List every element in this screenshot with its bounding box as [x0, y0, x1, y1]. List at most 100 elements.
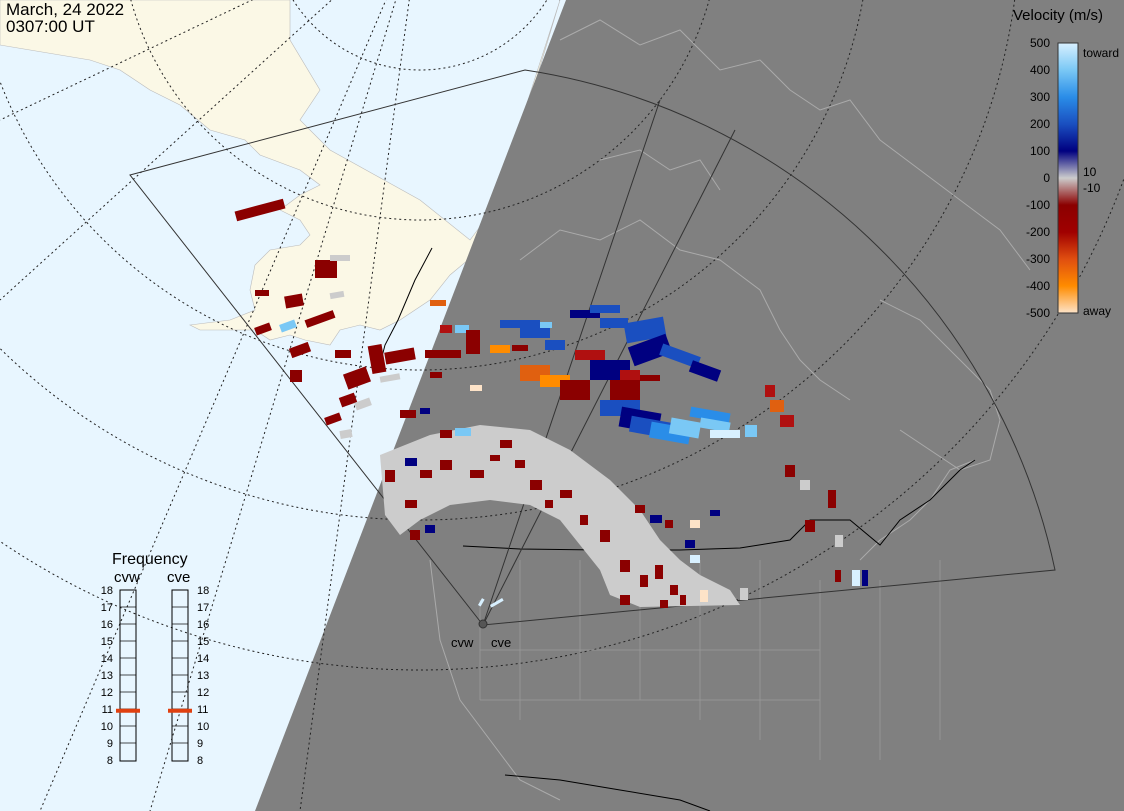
velocity-cell: [640, 375, 660, 381]
colorbar-tick-label: 0: [1043, 171, 1050, 185]
radar-site-label-west: cvw: [451, 635, 474, 650]
frequency-scale-label: 13: [197, 670, 209, 682]
velocity-cell: [700, 590, 708, 602]
velocity-cell: [515, 460, 525, 468]
velocity-cell: [560, 490, 572, 498]
frequency-radar-west: cvw: [114, 569, 140, 586]
velocity-cell: [690, 555, 700, 563]
velocity-cell: [430, 372, 442, 378]
velocity-cell: [580, 515, 588, 525]
colorbar-tick-label: -300: [1026, 252, 1050, 266]
frequency-title: Frequency: [112, 551, 188, 568]
velocity-cell: [470, 470, 484, 478]
velocity-cell: [740, 588, 748, 600]
velocity-cell: [385, 470, 395, 482]
frequency-scale-label: 12: [197, 687, 209, 699]
velocity-cell: [410, 530, 420, 540]
frequency-scale-label: 17: [101, 602, 113, 614]
frequency-scale-label: 16: [101, 619, 113, 631]
velocity-cell: [339, 429, 353, 439]
colorbar-title: Velocity (m/s): [1013, 7, 1103, 24]
velocity-cells: [234, 198, 868, 608]
velocity-cell: [455, 325, 469, 333]
velocity-cell: [710, 430, 740, 438]
velocity-cell: [367, 343, 387, 375]
velocity-cell: [455, 428, 471, 436]
colorbar-tick-label: 200: [1030, 117, 1050, 131]
velocity-cell: [288, 341, 312, 359]
velocity-cell: [862, 570, 868, 586]
velocity-cell: [255, 290, 269, 296]
frequency-scale-label: 13: [101, 670, 113, 682]
colorbar-tick-label: -200: [1026, 225, 1050, 239]
velocity-cell: [623, 316, 667, 344]
velocity-cell: [335, 350, 351, 358]
velocity-cell: [284, 293, 304, 309]
frequency-scale-label: 12: [101, 687, 113, 699]
velocity-cell: [354, 397, 372, 411]
velocity-cell: [670, 585, 678, 595]
velocity-cell: [420, 408, 430, 414]
alaska-landmass: [0, 0, 561, 346]
velocity-cell: [765, 385, 775, 397]
velocity-cell: [234, 198, 286, 222]
velocity-cell: [490, 598, 504, 608]
velocity-cell: [600, 318, 628, 328]
frequency-scale-label: 10: [101, 721, 113, 733]
velocity-cell: [689, 406, 731, 424]
velocity-cell: [690, 520, 700, 528]
velocity-cell: [780, 415, 794, 427]
frequency-panel: Frequency cvw cve 18 17 16 15 14 13 12 11 10 9 8 1…: [101, 551, 210, 767]
velocity-cell: [405, 458, 417, 466]
velocity-cell: [330, 255, 350, 261]
velocity-cell: [545, 340, 565, 350]
velocity-cell: [835, 570, 841, 582]
velocity-cell: [520, 328, 550, 338]
header-time: 0307:00 UT: [6, 17, 95, 36]
frequency-scale-label: 9: [197, 738, 203, 750]
frequency-scale-label: 15: [197, 636, 209, 648]
velocity-cell: [699, 417, 731, 433]
frequency-scale-label: 8: [107, 755, 113, 767]
velocity-cell: [545, 500, 553, 508]
velocity-cell: [665, 520, 673, 528]
velocity-cell: [466, 330, 480, 354]
velocity-cell: [420, 470, 432, 478]
velocity-cell: [805, 520, 815, 532]
velocity-cell: [610, 380, 640, 400]
velocity-cell: [627, 333, 673, 367]
velocity-cell: [405, 500, 417, 508]
colorbar-away-label: away: [1083, 304, 1111, 318]
frequency-scale-label: 17: [197, 602, 209, 614]
velocity-colorbar: Velocity (m/s) 500 400 300 200 100 0 -100 -200 -…: [1013, 7, 1119, 320]
velocity-cell: [560, 380, 590, 400]
velocity-cell: [315, 260, 337, 278]
frequency-scale-box: [171, 589, 189, 762]
velocity-cell: [680, 595, 686, 605]
radar-site-marker: [478, 619, 488, 629]
colorbar-gradient: [1057, 42, 1079, 314]
velocity-cell: [379, 373, 401, 383]
colorbar-tick-label: 400: [1030, 63, 1050, 77]
colorbar-neg10-label: -10: [1083, 181, 1101, 195]
velocity-cell: [570, 310, 600, 318]
colorbar-tick-label: -500: [1026, 306, 1050, 320]
velocity-cell: [620, 560, 630, 572]
frequency-scale-label: 14: [197, 653, 209, 665]
velocity-cell: [640, 575, 648, 587]
frequency-scale-label: 10: [197, 721, 209, 733]
velocity-cell: [785, 465, 795, 477]
velocity-cell: [600, 530, 610, 542]
header-date: March, 24 2022: [6, 0, 125, 19]
velocity-cell: [828, 490, 836, 508]
night-shading: [255, 0, 1124, 811]
velocity-cell: [688, 360, 722, 382]
velocity-cell: [852, 570, 860, 586]
velocity-cell: [430, 300, 446, 306]
velocity-cell: [290, 370, 302, 382]
coastlines: [429, 19, 1031, 801]
colorbar-tick-labels: 500 400 300 200 100 0 -100 -200 -300 -400 -500: [1026, 36, 1050, 320]
velocity-cell: [635, 505, 645, 513]
frequency-scale-label: 15: [101, 636, 113, 648]
